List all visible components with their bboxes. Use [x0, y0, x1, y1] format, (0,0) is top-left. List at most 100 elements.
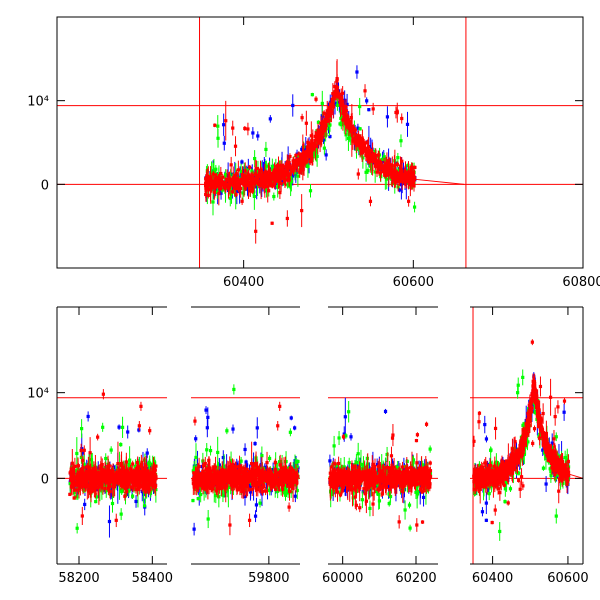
data-point — [380, 159, 385, 163]
data-point — [293, 164, 298, 168]
data-point — [144, 478, 148, 482]
data-point — [103, 473, 107, 477]
data-point — [98, 483, 102, 487]
data-point — [258, 180, 262, 184]
data-point — [77, 486, 81, 490]
data-point — [136, 487, 140, 492]
data-point — [121, 483, 125, 487]
data-point — [222, 123, 226, 127]
data-point — [393, 164, 397, 168]
data-point — [307, 151, 311, 155]
data-point — [139, 463, 143, 467]
data-point — [121, 465, 125, 469]
data-point — [106, 469, 110, 474]
data-point — [405, 178, 409, 182]
data-point — [298, 160, 302, 164]
data-point — [240, 160, 244, 164]
data-point — [262, 185, 266, 189]
data-point — [356, 135, 360, 140]
bottom-panel-1: 58200 58400 — [56, 306, 173, 586]
data-point — [346, 136, 351, 140]
data-point — [118, 471, 122, 476]
data-point — [252, 180, 256, 185]
data-point — [309, 134, 313, 138]
data-point — [78, 475, 82, 480]
x-tick-label: 60600 — [393, 275, 434, 290]
data-point — [126, 430, 130, 434]
data-point — [241, 191, 245, 195]
data-point — [242, 180, 246, 185]
data-point — [340, 122, 344, 126]
data-point — [139, 404, 143, 408]
data-point — [310, 93, 314, 97]
data-point — [325, 109, 329, 113]
data-point — [331, 97, 335, 101]
data-point — [328, 134, 332, 139]
data-point — [291, 174, 295, 178]
data-point — [240, 172, 245, 177]
data-point — [80, 514, 84, 518]
data-point — [327, 123, 332, 127]
data-point — [131, 470, 135, 474]
data-point — [246, 172, 250, 176]
data-point — [122, 480, 126, 484]
data-point — [107, 480, 111, 485]
data-point — [291, 161, 296, 165]
data-point — [302, 161, 306, 165]
data-point — [300, 147, 304, 151]
data-point — [103, 479, 108, 483]
data-point — [310, 156, 314, 161]
data-point — [127, 489, 131, 493]
data-point — [264, 147, 268, 152]
data-point — [147, 489, 151, 494]
data-point — [363, 89, 367, 93]
data-point — [103, 486, 107, 491]
data-point — [371, 157, 375, 161]
data-point — [228, 181, 232, 185]
data-point — [393, 180, 397, 184]
data-point — [324, 117, 328, 122]
data-point — [121, 478, 125, 482]
data-point — [80, 427, 84, 431]
data-point — [85, 477, 89, 481]
data-point — [320, 101, 324, 106]
data-point — [413, 165, 417, 170]
data-point — [247, 181, 251, 185]
data-point — [375, 160, 379, 164]
data-point — [331, 101, 335, 105]
data-point — [154, 483, 158, 487]
data-point — [306, 164, 310, 168]
data-point — [395, 111, 399, 115]
data-point — [362, 146, 367, 150]
data-point — [344, 104, 348, 109]
data-point — [100, 468, 105, 472]
data-point — [335, 76, 339, 81]
data-point — [322, 121, 327, 125]
data-point — [376, 153, 380, 157]
data-point — [276, 185, 280, 189]
series-red-core — [204, 84, 416, 192]
data-point — [128, 458, 132, 462]
data-point — [402, 177, 407, 181]
data-point — [312, 146, 316, 150]
data-point — [343, 98, 347, 102]
data-point — [395, 162, 399, 166]
data-point — [324, 153, 328, 157]
data-point — [323, 123, 328, 128]
data-point — [101, 425, 105, 429]
data-point — [249, 183, 254, 187]
data-point — [154, 464, 158, 468]
data-point — [316, 120, 321, 124]
data-point — [397, 188, 402, 192]
data-point — [356, 138, 360, 143]
data-point — [286, 174, 290, 178]
data-point — [136, 479, 140, 483]
data-point — [86, 470, 90, 474]
data-point — [217, 192, 221, 196]
data-point — [335, 103, 340, 107]
data-point — [249, 180, 253, 184]
data-point — [267, 169, 271, 173]
data-point — [86, 465, 90, 469]
data-point — [367, 108, 371, 112]
